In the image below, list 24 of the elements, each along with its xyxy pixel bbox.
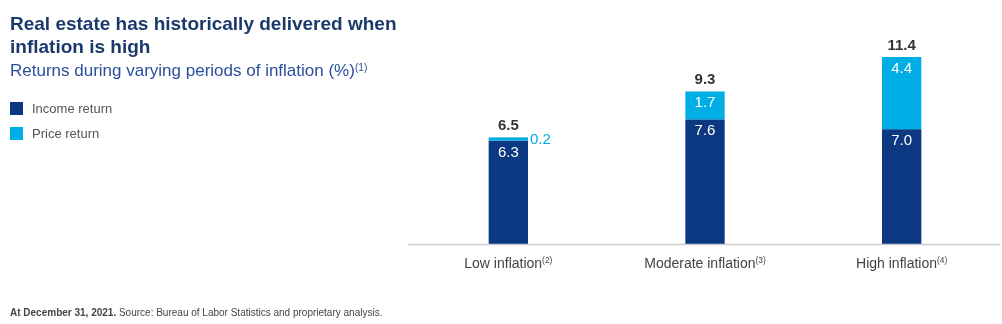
text: Returns during varying periods of inflation (%)$^{(1)}$ xyxy=(10,61,368,80)
data-label: 6.3 xyxy=(497,142,519,160)
bar xyxy=(488,137,528,141)
x-tick-label: Moderate inflation$^{(3)}$ xyxy=(644,255,766,271)
bar xyxy=(685,119,725,244)
total-label: 9.3 xyxy=(694,70,716,88)
data-label: 7.0 xyxy=(891,131,913,149)
legend-label: Price return xyxy=(32,126,100,141)
data-label: 0.2 xyxy=(530,130,551,148)
text: At December 31, 2021. xyxy=(10,307,117,318)
source-note: Source: Bureau of Labor Statistics and proprietary analysis. xyxy=(116,307,383,318)
x-tick-label: Low inflation$^{(2)}$ xyxy=(464,255,553,271)
legend-label: Income return xyxy=(32,101,113,116)
x-tick-label: High inflation$^{(4)}$ xyxy=(856,255,948,271)
data-label: 4.4 xyxy=(891,59,913,76)
bar xyxy=(685,91,725,120)
bar xyxy=(488,140,528,244)
bar xyxy=(882,129,922,244)
total-label: 11.4 xyxy=(887,36,917,53)
text: Real estate has historically delivered when inflation is high xyxy=(10,13,397,57)
total-label: 6.5 xyxy=(497,116,519,134)
data-label: 1.7 xyxy=(694,93,716,111)
bar xyxy=(882,57,922,130)
data-label: 7.6 xyxy=(694,121,716,139)
